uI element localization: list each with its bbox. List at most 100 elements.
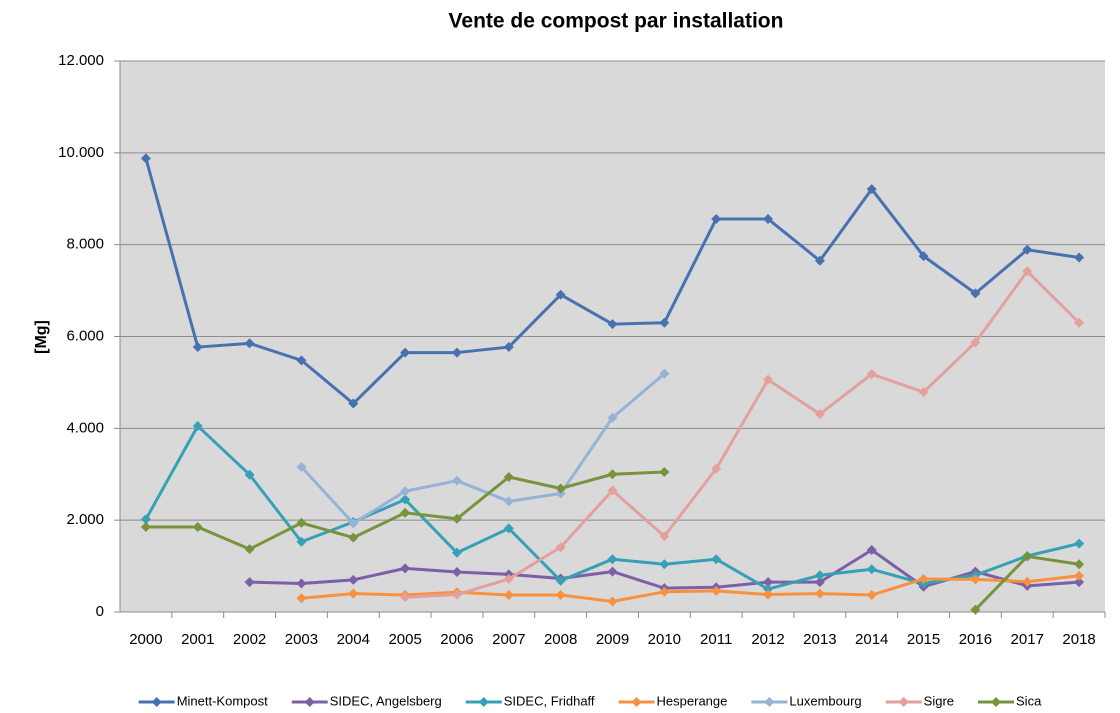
legend-marker	[304, 697, 315, 707]
marker	[451, 589, 462, 600]
legend-label: Minett-Kompost	[177, 693, 268, 708]
x-tick-label: 2000	[129, 631, 162, 648]
marker	[1074, 559, 1085, 570]
legend-label: SIDEC, Angelsberg	[330, 693, 442, 708]
x-tick-label: 2008	[544, 631, 577, 648]
marker	[192, 522, 203, 533]
marker	[192, 421, 203, 432]
x-tick-label: 2017	[1011, 631, 1044, 648]
marker	[140, 522, 151, 533]
y-tick-label: 0	[96, 603, 104, 620]
marker	[659, 531, 670, 542]
y-axis-label: [Mg]	[33, 320, 50, 354]
y-tick-label: 8.000	[66, 236, 104, 253]
x-tick-label: 2015	[907, 631, 940, 648]
marker	[659, 368, 670, 379]
x-tick-label: 2003	[285, 631, 318, 648]
series-line	[301, 574, 1080, 603]
legend-label: Sica	[1016, 693, 1042, 708]
marker	[607, 554, 618, 565]
marker	[607, 412, 618, 423]
marker	[763, 577, 774, 588]
marker	[244, 544, 255, 555]
marker	[244, 469, 255, 480]
marker	[503, 573, 514, 584]
marker	[711, 213, 722, 224]
marker	[607, 485, 618, 496]
marker	[607, 566, 618, 577]
marker	[348, 574, 359, 585]
marker	[244, 338, 255, 349]
marker	[296, 593, 307, 604]
x-tick-label: 2016	[959, 631, 992, 648]
marker	[503, 496, 514, 507]
x-tick-label: 2011	[700, 631, 732, 648]
marker	[451, 567, 462, 578]
x-tick-label: 2005	[388, 631, 421, 648]
marker	[296, 536, 307, 547]
marker	[1074, 252, 1085, 263]
marker	[1022, 244, 1033, 255]
marker	[866, 564, 877, 575]
x-tick-label: 2001	[181, 631, 214, 648]
marker	[451, 547, 462, 558]
legend-item: SIDEC, Angelsberg	[291, 693, 442, 708]
legend-item: SIDEC, Fridhaff	[465, 693, 595, 708]
marker	[607, 319, 618, 330]
marker	[814, 588, 825, 599]
legend-marker	[631, 697, 642, 707]
marker	[140, 514, 151, 525]
legend-marker	[898, 697, 909, 707]
marker	[659, 466, 670, 477]
x-tick-label: 2012	[751, 631, 784, 648]
marker	[1074, 577, 1085, 588]
marker	[192, 342, 203, 353]
marker	[866, 545, 877, 556]
marker	[348, 588, 359, 599]
chart-title: Vente de compost par installation	[449, 10, 784, 33]
marker	[866, 184, 877, 195]
marker	[451, 513, 462, 524]
marker	[400, 486, 411, 497]
y-tick-label: 10.000	[58, 144, 104, 161]
marker	[348, 398, 359, 409]
marker	[555, 488, 566, 499]
marker	[763, 374, 774, 385]
marker	[400, 347, 411, 358]
marker	[711, 463, 722, 474]
marker	[814, 409, 825, 420]
marker	[763, 589, 774, 600]
marker	[555, 575, 566, 586]
marker	[503, 342, 514, 353]
marker	[970, 604, 981, 615]
marker	[503, 472, 514, 483]
legend-marker	[151, 697, 162, 707]
legend-label: Hesperange	[657, 693, 728, 708]
marker	[918, 251, 929, 262]
marker	[555, 590, 566, 601]
marker	[1074, 538, 1085, 549]
marker	[296, 578, 307, 589]
x-tick-label: 2006	[440, 631, 473, 648]
legend-label: Sigre	[924, 693, 954, 708]
marker	[348, 532, 359, 543]
x-tick-label: 2009	[596, 631, 629, 648]
series-line	[300, 372, 666, 525]
series-line	[405, 269, 1081, 599]
x-tick-label: 2013	[803, 631, 836, 648]
marker	[659, 559, 670, 570]
y-tick-label: 4.000	[66, 419, 104, 436]
legend-marker	[764, 697, 775, 707]
marker	[970, 337, 981, 348]
marker	[244, 577, 255, 588]
y-tick-label: 12.000	[58, 52, 104, 69]
marker	[918, 387, 929, 398]
x-tick-label: 2010	[648, 631, 681, 648]
legend-item: Sigre	[885, 693, 954, 708]
legend-marker	[478, 697, 489, 707]
marker	[503, 590, 514, 601]
marker	[296, 517, 307, 528]
marker	[1074, 570, 1085, 581]
x-tick-label: 2007	[492, 631, 525, 648]
